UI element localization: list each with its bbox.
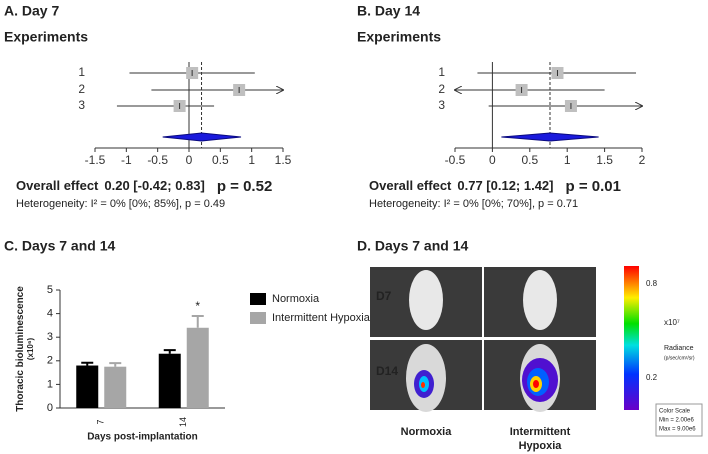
study-label: 2 — [438, 82, 445, 96]
y-tick-label: 1 — [47, 378, 53, 390]
panel-title: D. Days 7 and 14 — [357, 238, 468, 254]
pooled-diamond — [501, 132, 599, 142]
x-tick-label: 0.5 — [521, 153, 538, 167]
overall-label: Overall effect — [369, 178, 452, 193]
error-bar — [109, 362, 122, 367]
bar — [76, 365, 99, 408]
panel-title: B. Day 14 — [357, 3, 420, 19]
subtitle: Experiments — [357, 29, 441, 45]
scale-box-text: Min = 2.00e6 — [659, 418, 695, 424]
overall-label: Overall effect — [16, 178, 99, 193]
legend-label: Intermittent Hypoxia — [272, 312, 371, 324]
overall-effect: Overall effect 0.77 [0.12; 1.42] p = 0.01 — [369, 178, 621, 195]
legend-label: Normoxia — [272, 293, 320, 305]
x-tick-label: 7 — [96, 419, 106, 424]
bar — [186, 327, 209, 408]
scale-unit: (p/sec/cm²/sr) — [664, 355, 695, 361]
row-label: D14 — [376, 364, 398, 378]
overall-value: 0.20 [-0.42; 0.83] — [104, 178, 204, 193]
panel-title: C. Days 7 and 14 — [4, 238, 115, 254]
x-tick-label: 0 — [489, 153, 496, 167]
bar — [158, 353, 181, 408]
imaging — [370, 266, 703, 437]
study-label: 3 — [438, 98, 445, 112]
study-label: 1 — [78, 65, 85, 79]
scale-tick: 0.8 — [646, 279, 658, 288]
x-tick-label: -0.5 — [147, 153, 168, 167]
y-tick-label: 0 — [47, 402, 53, 414]
heterogeneity: Heterogeneity: I² = 0% [0%; 70%], p = 0.… — [369, 198, 578, 210]
panel-title: A. Day 7 — [4, 3, 59, 19]
column-label: Intermittent — [510, 426, 571, 438]
x-tick-label: -1 — [121, 153, 132, 167]
overall-p: p = 0.01 — [566, 178, 621, 195]
scale-tick: 0.2 — [646, 373, 658, 382]
column-label: Normoxia — [401, 426, 453, 438]
row-label: D7 — [376, 289, 392, 303]
study-label: 1 — [438, 65, 445, 79]
y-axis-label: Thoracic bioluminescence(x10⁶) — [15, 286, 35, 412]
error-bar — [163, 349, 176, 354]
x-tick-label: 14 — [178, 417, 188, 427]
error-bar — [81, 361, 94, 366]
annotation: * — [195, 299, 200, 313]
x-tick-label: -1.5 — [85, 153, 106, 167]
x-tick-label: 0 — [186, 153, 193, 167]
pooled-diamond — [162, 132, 242, 142]
x-axis-label: Days post-implantation — [87, 432, 198, 443]
scale-box-text: Max = 9.00e6 — [659, 427, 696, 433]
error-bar — [191, 314, 204, 328]
legend-swatch — [250, 293, 266, 305]
x-tick-label: 1 — [248, 153, 255, 167]
x-tick-label: -0.5 — [445, 153, 466, 167]
bar — [104, 366, 127, 408]
overall-value: 0.77 [0.12; 1.42] — [457, 178, 553, 193]
y-tick-label: 3 — [47, 331, 53, 343]
scale-box-text: Color Scale — [659, 409, 691, 415]
y-unit: (x10⁶) — [26, 337, 35, 360]
y-tick-label: 4 — [47, 308, 53, 320]
x-tick-label: 2 — [639, 153, 646, 167]
x-tick-label: 1.5 — [596, 153, 613, 167]
scale-exponent: x10⁷ — [664, 318, 680, 327]
y-label: Thoracic bioluminescence — [15, 286, 26, 412]
y-tick-label: 5 — [47, 284, 53, 296]
column-label: Hypoxia — [519, 440, 563, 452]
legend-swatch — [250, 312, 266, 324]
heterogeneity: Heterogeneity: I² = 0% [0%; 85%], p = 0.… — [16, 198, 225, 210]
study-label: 3 — [78, 98, 85, 112]
x-tick-label: 1.5 — [275, 153, 292, 167]
subtitle: Experiments — [4, 29, 88, 45]
x-tick-label: 0.5 — [212, 153, 229, 167]
study-label: 2 — [78, 82, 85, 96]
x-tick-label: 1 — [564, 153, 571, 167]
scale-title: Radiance — [664, 345, 694, 352]
overall-effect: Overall effect 0.20 [-0.42; 0.83] p = 0.52 — [16, 178, 272, 195]
y-tick-label: 2 — [47, 355, 53, 367]
overall-p: p = 0.52 — [217, 178, 272, 195]
